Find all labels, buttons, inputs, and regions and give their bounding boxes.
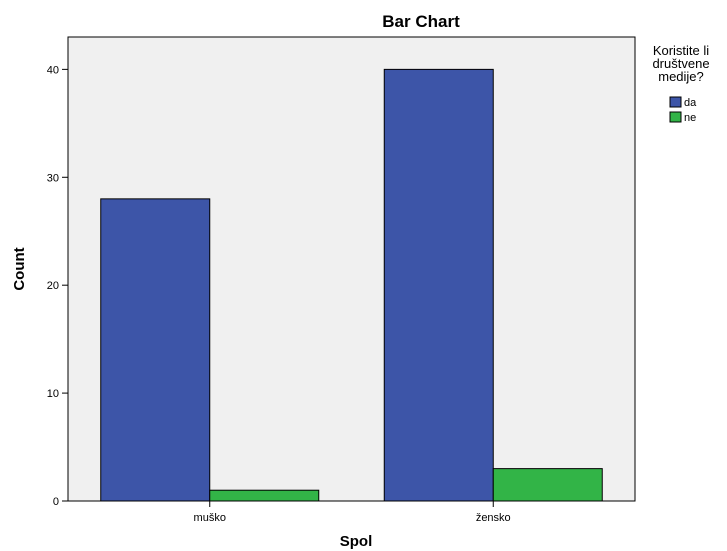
legend-title: Koristite li [653, 43, 709, 58]
bar-ne-muško [209, 489, 320, 502]
y-tick-label: 30 [47, 172, 59, 184]
bars [100, 68, 603, 502]
legend-label-ne: ne [684, 112, 696, 124]
y-tick-label: 20 [47, 280, 59, 292]
y-tick-label: 0 [53, 496, 59, 508]
chart-title: Bar Chart [382, 12, 460, 31]
y-axis-title: Count [11, 247, 28, 290]
legend-title: medije? [658, 69, 704, 84]
legend-swatch-ne [669, 111, 682, 123]
bar-ne-žensko [492, 468, 603, 502]
legend-label-da: da [684, 97, 697, 109]
y-tick-label: 10 [47, 388, 59, 400]
bar-da-muško [100, 198, 211, 502]
y-tick-label: 40 [47, 64, 59, 76]
x-axis-title: Spol [340, 533, 373, 550]
bar-da-žensko [383, 68, 494, 502]
legend-swatch-da [669, 96, 682, 108]
x-tick-label: žensko [476, 512, 511, 524]
x-tick-label: muško [194, 512, 226, 524]
x-axis: muško žensko [194, 501, 511, 524]
y-axis: 0 10 20 30 40 [47, 64, 68, 508]
legend-title: društvene [652, 56, 709, 71]
